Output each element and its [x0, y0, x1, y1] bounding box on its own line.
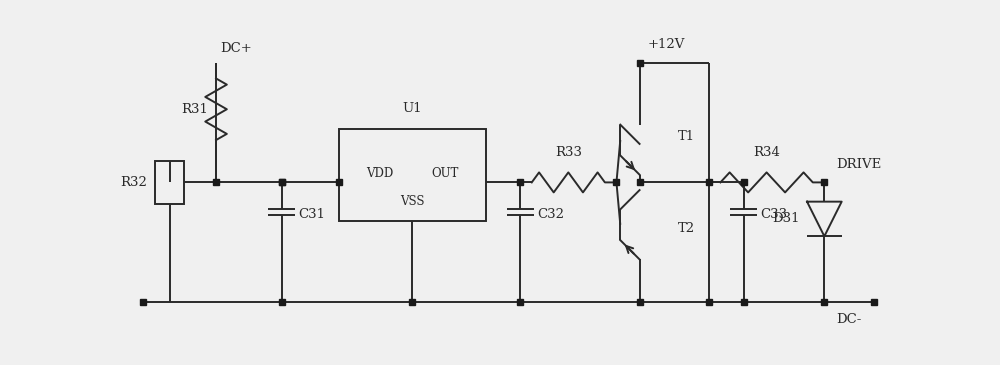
- Text: DC+: DC+: [220, 42, 252, 55]
- Bar: [155, 161, 184, 204]
- Text: T1: T1: [678, 130, 695, 143]
- Text: C32: C32: [537, 208, 564, 221]
- Text: VDD: VDD: [366, 167, 393, 180]
- Text: U1: U1: [403, 101, 422, 115]
- Text: OUT: OUT: [431, 167, 459, 180]
- Text: R33: R33: [555, 146, 582, 159]
- Bar: [339, 128, 486, 221]
- Text: D31: D31: [772, 212, 799, 226]
- Text: R31: R31: [181, 103, 208, 116]
- Text: +12V: +12V: [647, 38, 685, 51]
- Text: DRIVE: DRIVE: [836, 158, 881, 171]
- Text: R34: R34: [753, 146, 780, 159]
- Text: DC-: DC-: [836, 313, 861, 326]
- Text: C33: C33: [760, 208, 788, 221]
- Text: R32: R32: [121, 176, 148, 189]
- Text: VSS: VSS: [400, 195, 425, 208]
- Text: T2: T2: [678, 222, 695, 235]
- Text: C31: C31: [298, 208, 325, 221]
